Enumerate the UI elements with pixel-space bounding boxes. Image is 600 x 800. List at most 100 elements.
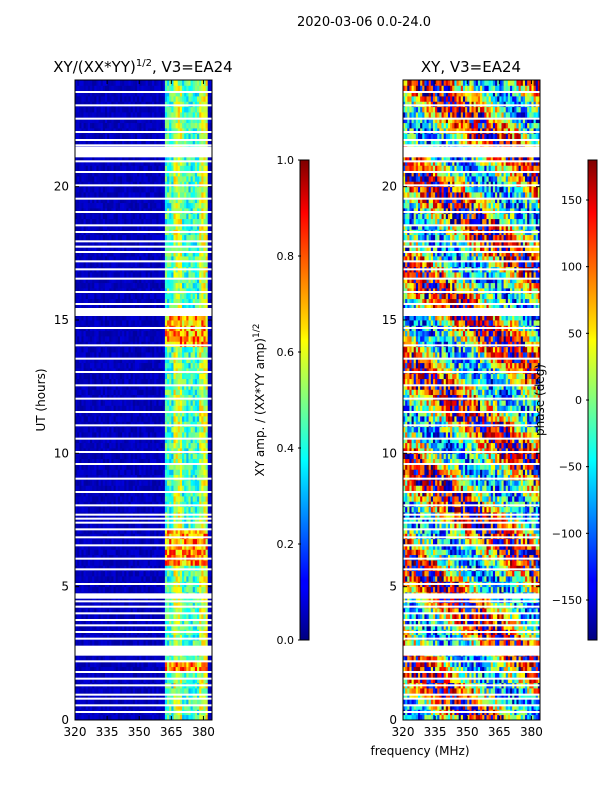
heatmap-cell <box>98 320 102 326</box>
heatmap-cell <box>152 506 155 513</box>
heatmap-cell <box>119 517 123 524</box>
heatmap-cell <box>162 389 166 396</box>
heatmap-cell <box>119 714 123 720</box>
heatmap-cell <box>169 346 172 353</box>
heatmap-cell <box>137 458 140 465</box>
heatmap-cell <box>96 560 99 566</box>
heatmap-cell <box>122 522 125 529</box>
heatmap-cell <box>147 394 151 401</box>
heatmap-cell <box>83 373 87 380</box>
heatmap-cell <box>149 501 153 508</box>
heatmap-cell <box>77 517 80 524</box>
heatmap-cell <box>147 618 151 625</box>
heatmap-cell <box>149 677 153 684</box>
heatmap-cell <box>130 453 134 460</box>
heatmap-cell <box>79 618 82 625</box>
heatmap-cell <box>94 714 97 720</box>
heatmap-cell <box>119 362 123 369</box>
heatmap-cell <box>152 490 155 497</box>
heatmap-cell <box>117 533 121 540</box>
heatmap-cell <box>104 341 108 348</box>
heatmap-cell <box>152 336 155 342</box>
heatmap-cell <box>83 533 87 540</box>
heatmap-cell <box>171 549 174 556</box>
heatmap-cell <box>83 506 87 513</box>
heatmap-cell <box>175 544 179 550</box>
heatmap-cell <box>124 698 127 705</box>
heatmap-cell <box>179 410 183 417</box>
heatmap-cell <box>156 517 159 524</box>
heatmap-cell <box>104 362 108 369</box>
heatmap-cell <box>162 608 166 614</box>
heatmap-cell <box>175 570 179 577</box>
heatmap-cell <box>199 448 202 454</box>
heatmap-cell <box>109 389 112 396</box>
heatmap-cell <box>137 394 140 401</box>
heatmap-cell <box>162 346 166 353</box>
heatmap-cell <box>83 549 87 556</box>
heatmap-cell <box>169 522 172 529</box>
heatmap-cell <box>107 394 110 401</box>
heatmap-cell <box>177 442 181 449</box>
heatmap-cell <box>199 688 202 694</box>
heatmap-cell <box>171 698 174 705</box>
heatmap-cell <box>115 576 119 582</box>
heatmap-cell <box>126 602 129 609</box>
heatmap-cell <box>96 480 99 486</box>
heatmap-cell <box>149 704 153 710</box>
heatmap-cell <box>111 384 114 390</box>
heatmap-cell <box>119 490 123 497</box>
heatmap-cell <box>85 506 89 513</box>
heatmap-cell <box>149 506 153 513</box>
heatmap-cell <box>75 602 78 609</box>
heatmap-cell <box>209 341 212 348</box>
heatmap-cell <box>192 624 196 630</box>
heatmap-cell <box>83 656 87 662</box>
heatmap-cell <box>124 544 127 550</box>
heatmap-cell <box>149 474 153 481</box>
heatmap-cell <box>111 666 114 673</box>
heatmap-cell <box>117 485 121 492</box>
heatmap-cell <box>147 688 151 694</box>
heatmap-cell <box>113 357 117 364</box>
heatmap-cell <box>192 576 196 582</box>
heatmap-cell <box>194 384 198 390</box>
heatmap-cell <box>158 453 162 460</box>
heatmap-cell <box>203 677 206 684</box>
heatmap-cell <box>186 704 189 710</box>
heatmap-cell <box>137 634 140 641</box>
heatmap-cell <box>149 464 153 470</box>
heatmap-cell <box>137 442 140 449</box>
heatmap-cell <box>143 432 147 438</box>
heatmap-cell <box>152 389 155 396</box>
heatmap-cell <box>134 352 138 358</box>
heatmap-cell <box>85 320 89 326</box>
heatmap-cell <box>197 442 200 449</box>
heatmap-cell <box>199 666 202 673</box>
heatmap-cell <box>154 688 157 694</box>
heatmap-cell <box>209 357 212 364</box>
heatmap-cell <box>145 714 149 720</box>
heatmap-cell <box>162 704 166 710</box>
heatmap-cell <box>186 448 189 454</box>
heatmap-cell <box>81 394 84 401</box>
heatmap-cell <box>160 634 164 641</box>
heatmap-cell <box>139 693 142 700</box>
heatmap-cell <box>134 517 138 524</box>
heatmap-cell <box>164 602 168 609</box>
heatmap-cell <box>203 528 206 534</box>
heatmap-cell <box>179 618 183 625</box>
heatmap-cell <box>175 453 179 460</box>
heatmap-cell <box>132 533 136 540</box>
heatmap-cell <box>203 554 206 561</box>
heatmap-cell <box>119 346 123 353</box>
heatmap-cell <box>113 410 117 417</box>
heatmap-cell <box>139 384 142 390</box>
heatmap-cell <box>162 448 166 454</box>
heatmap-cell <box>130 421 134 428</box>
heatmap-cell <box>141 570 144 577</box>
heatmap-cell <box>188 496 191 502</box>
heatmap-cell <box>134 597 138 604</box>
heatmap-cell <box>143 549 147 556</box>
heatmap-cell <box>190 704 194 710</box>
